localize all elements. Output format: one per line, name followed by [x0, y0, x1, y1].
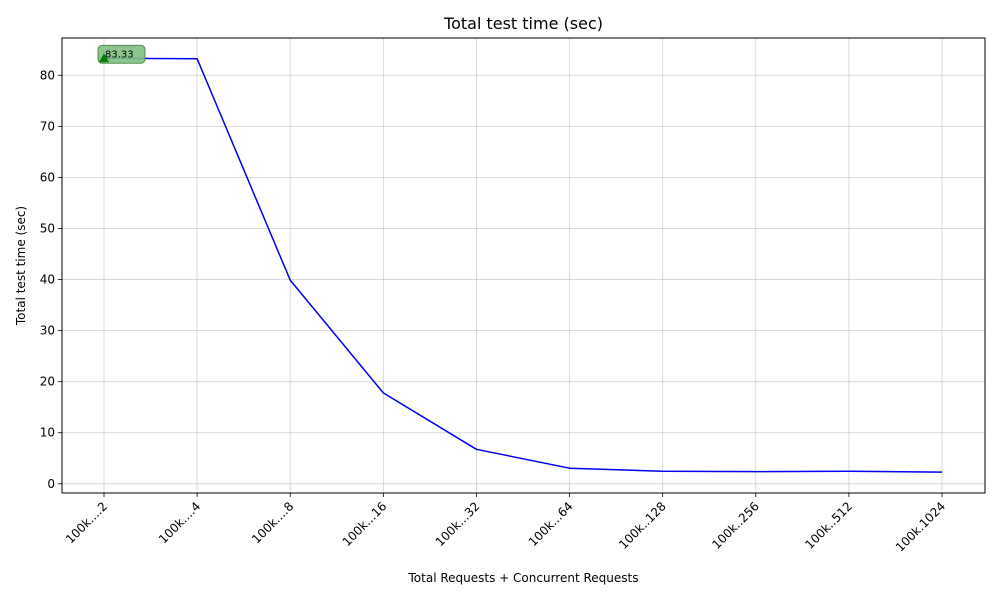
annotation-box [97, 44, 146, 64]
y-tick-label: 0 [47, 477, 55, 491]
y-axis-ticks: 0 10 20 30 40 50 60 70 80 [40, 68, 62, 491]
y-tick-label: 10 [40, 426, 55, 440]
series-layer [103, 57, 943, 473]
y-axis-label: Total test time (sec) [14, 206, 28, 326]
y-tick-label: 30 [40, 324, 55, 338]
chart-title: Total test time (sec) [443, 14, 603, 33]
annotation-layer: 83.33 [97, 44, 146, 64]
plot-frame [61, 37, 986, 494]
grid-lines [62, 38, 985, 493]
y-tick-label: 80 [40, 68, 55, 82]
max-marker-icon [99, 53, 109, 63]
y-tick-label: 40 [40, 273, 55, 287]
y-tick-label: 60 [40, 170, 55, 184]
y-tick-label: 70 [40, 119, 55, 133]
annotation-label: 83.33 [105, 49, 134, 60]
y-tick-label: 50 [40, 221, 55, 235]
x-axis-label: Total Requests + Concurrent Requests [408, 571, 639, 585]
series-line [103, 57, 943, 473]
y-tick-label: 20 [40, 375, 55, 389]
